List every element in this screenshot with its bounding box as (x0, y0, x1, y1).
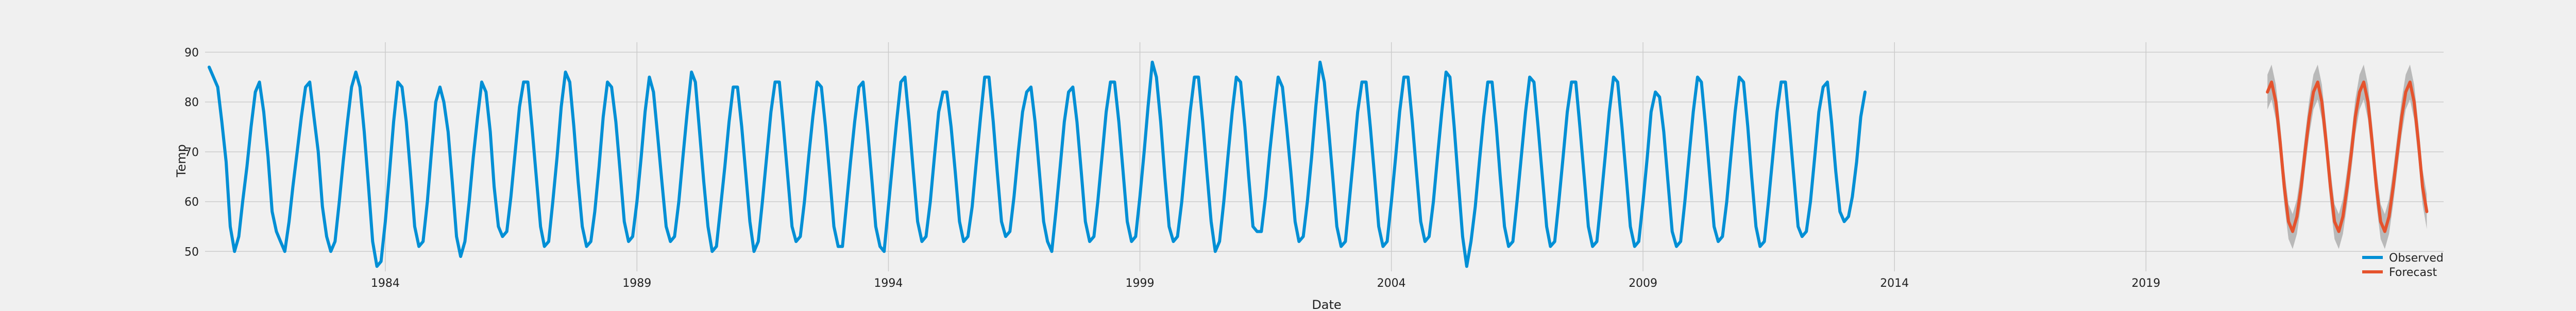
series-line-forecast (2266, 80, 2429, 233)
x-tick-label: 2004 (1377, 277, 1406, 290)
x-tick-label: 1989 (622, 277, 651, 290)
legend-label: Observed (2389, 252, 2444, 265)
y-tick-labels: 50 60 70 80 90 (184, 46, 199, 258)
y-tick-label: 80 (184, 96, 199, 109)
x-tick-label: 1994 (874, 277, 903, 290)
x-tick-labels: 1984 1989 1994 1999 2004 2009 2014 2019 (371, 277, 2160, 290)
x-tick-label: 1999 (1126, 277, 1155, 290)
legend-label: Forecast (2389, 266, 2437, 279)
x-tick-label: 2019 (2131, 277, 2160, 290)
x-axis-label: Date (1312, 298, 1341, 309)
y-axis-label: Temp (174, 144, 189, 178)
y-tick-label: 60 (184, 196, 199, 209)
x-tick-label: 2009 (1629, 277, 1657, 290)
grid (205, 42, 2444, 271)
series-line-observed (208, 60, 1867, 268)
y-tick-label: 50 (184, 246, 199, 258)
y-tick-label: 90 (184, 46, 199, 59)
series-lines (208, 60, 2429, 268)
y-tick-label: 70 (184, 146, 199, 159)
x-tick-label: 2014 (1880, 277, 1909, 290)
x-tick-label: 1984 (371, 277, 400, 290)
